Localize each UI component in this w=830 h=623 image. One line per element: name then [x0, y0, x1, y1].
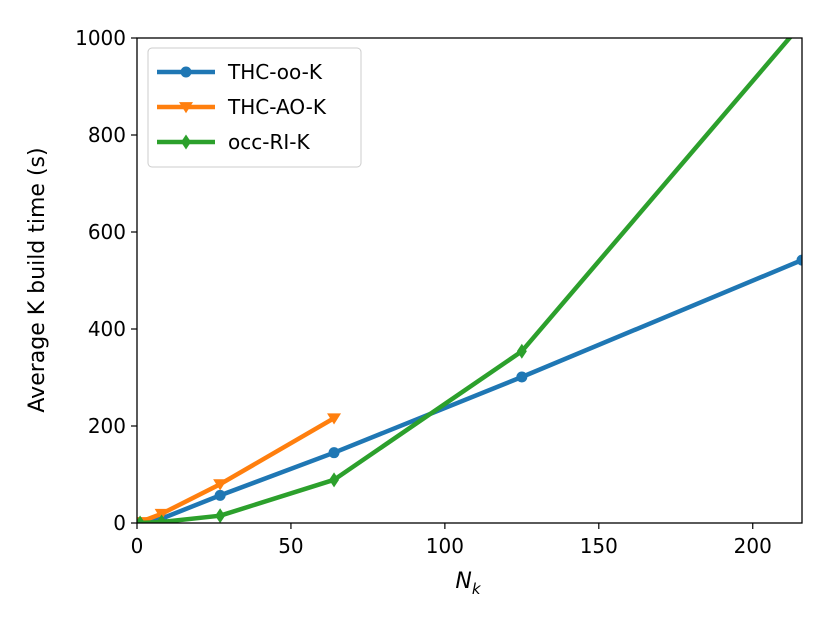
- y-axis-label: Average K build time (s): [25, 147, 50, 412]
- axes-layer: 0 50 100 150 200 0 200 400 600 800 1000: [75, 26, 772, 558]
- y-tick-label-3: 600: [88, 220, 126, 244]
- data-point-thc-oo-k-3: [328, 447, 340, 459]
- series-line-thc-oo-k: [137, 257, 802, 523]
- x-tick-label-0: 0: [131, 534, 144, 558]
- y-tick-label-2: 400: [88, 317, 126, 341]
- y-tick-label-1: 200: [88, 414, 126, 438]
- y-tick-label-5: 1000: [75, 26, 126, 50]
- legend-marker-occ-ri-k: [181, 134, 191, 150]
- y-tick-label-4: 800: [88, 123, 126, 147]
- data-point-thc-oo-k-2: [214, 489, 226, 501]
- x-axis-label-subscript: k: [472, 580, 482, 598]
- data-point-thc-oo-k-4: [516, 371, 528, 383]
- legend-marker-thc-ao-k: [179, 102, 193, 114]
- series-line-thc-ao-k: [137, 415, 338, 523]
- data-point-occ-ri-k-3: [329, 472, 340, 488]
- plot-frame: [136, 37, 803, 524]
- legend-label-thc-ao-k: THC-AO-K: [227, 95, 327, 119]
- data-point-thc-ao-k-1: [154, 508, 169, 521]
- legend-box: [147, 47, 362, 168]
- data-point-occ-ri-k-0: [137, 515, 146, 523]
- x-tick-label-3: 150: [580, 534, 618, 558]
- data-point-occ-ri-k-2: [215, 508, 226, 523]
- data-point-thc-ao-k-2: [213, 479, 228, 491]
- x-tick-label-1: 50: [278, 534, 303, 558]
- x-axis-label-main: N: [455, 569, 471, 594]
- y-tick-label-0: 0: [113, 511, 126, 535]
- series-layer: [137, 16, 807, 523]
- data-point-thc-oo-k-5: [796, 254, 802, 266]
- x-tick-label-2: 100: [426, 534, 464, 558]
- legend-label-occ-ri-k: occ-RI-K: [228, 130, 310, 154]
- data-point-thc-ao-k-3: [327, 413, 342, 425]
- data-point-occ-ri-k-5: [797, 16, 807, 31]
- legend-marker-thc-oo-k: [180, 66, 192, 78]
- legend-label-thc-oo-k: THC-oo-K: [227, 60, 323, 84]
- x-tick-label-4: 200: [734, 534, 772, 558]
- data-point-occ-ri-k-4: [516, 343, 527, 359]
- data-point-occ-ri-k-1: [156, 514, 167, 523]
- x-axis-label: Nk: [455, 569, 481, 598]
- legend: THC-oo-K THC-AO-K occ-RI-K: [147, 47, 362, 168]
